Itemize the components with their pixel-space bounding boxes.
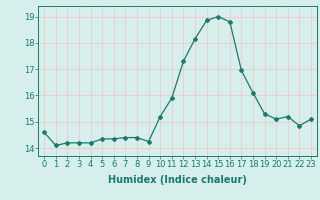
X-axis label: Humidex (Indice chaleur): Humidex (Indice chaleur)	[108, 175, 247, 185]
